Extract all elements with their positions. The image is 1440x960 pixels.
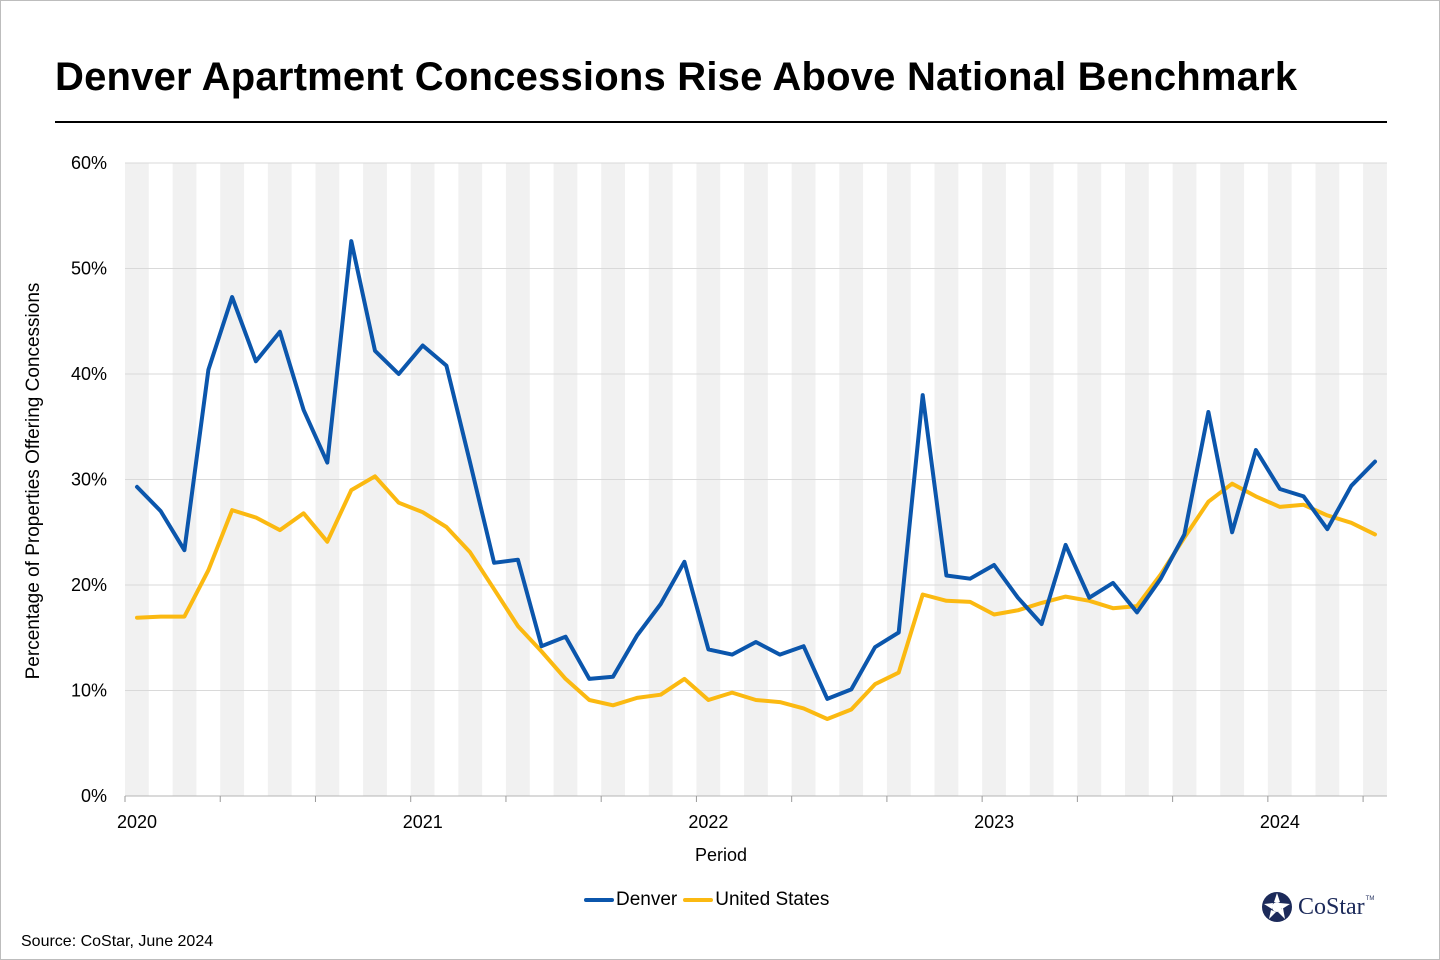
legend: Denver United States <box>584 889 835 911</box>
y-tick-label: 40% <box>71 364 107 384</box>
legend-label-denver: Denver <box>616 889 678 910</box>
legend-label-us: United States <box>715 889 830 910</box>
y-tick-label: 50% <box>71 259 107 279</box>
y-tick-label: 10% <box>71 681 107 701</box>
series-lines <box>135 239 1377 721</box>
x-tick-label: 2020 <box>117 812 157 832</box>
costar-trademark: TM <box>1365 896 1375 902</box>
y-tick-label: 20% <box>71 575 107 595</box>
x-tick-label: 2021 <box>403 812 443 832</box>
y-tick-labels: 0% 10% 20% 30% 40% 50% 60% <box>71 153 107 806</box>
title-divider <box>55 121 1387 123</box>
legend-swatch-us <box>683 898 714 902</box>
y-tick-label: 30% <box>71 470 107 490</box>
costar-logo: CoStar TM <box>1261 891 1374 923</box>
x-tick-labels: 2020 2021 2022 2023 2024 <box>117 812 1300 832</box>
x-tick-marks <box>124 796 1364 802</box>
x-axis-label: Period <box>695 845 747 865</box>
chart-title: Denver Apartment Concessions Rise Above … <box>55 55 1298 99</box>
y-tick-label: 0% <box>81 786 107 806</box>
x-tick-label: 2022 <box>688 812 728 832</box>
legend-item-us: United States <box>683 889 829 911</box>
costar-star-icon <box>1262 892 1292 922</box>
series-line-denver <box>135 239 1377 701</box>
gridlines <box>125 162 1387 797</box>
legend-item-denver: Denver <box>584 889 677 911</box>
source-note: Source: CoStar, June 2024 <box>21 933 214 950</box>
y-tick-label: 60% <box>71 153 107 173</box>
costar-wordmark: CoStar <box>1298 893 1365 920</box>
x-tick-label: 2023 <box>974 812 1014 832</box>
x-tick-label: 2024 <box>1260 812 1300 832</box>
y-axis-label: Percentage of Properties Offering Conces… <box>23 283 44 680</box>
legend-swatch-denver <box>584 898 614 902</box>
